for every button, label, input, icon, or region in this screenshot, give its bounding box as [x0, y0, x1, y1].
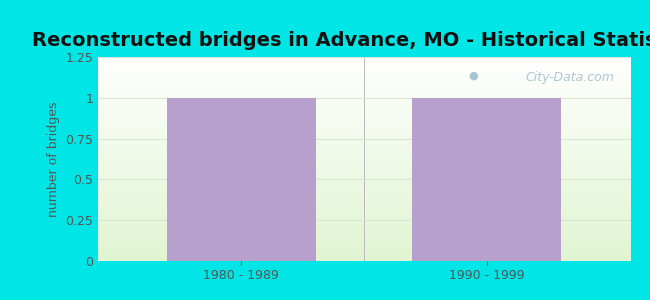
Y-axis label: number of bridges: number of bridges — [47, 101, 60, 217]
Text: City-Data.com: City-Data.com — [526, 71, 614, 84]
Text: ●: ● — [468, 70, 478, 80]
Title: Reconstructed bridges in Advance, MO - Historical Statistics: Reconstructed bridges in Advance, MO - H… — [32, 31, 650, 50]
Bar — [167, 98, 316, 261]
Bar — [412, 98, 561, 261]
